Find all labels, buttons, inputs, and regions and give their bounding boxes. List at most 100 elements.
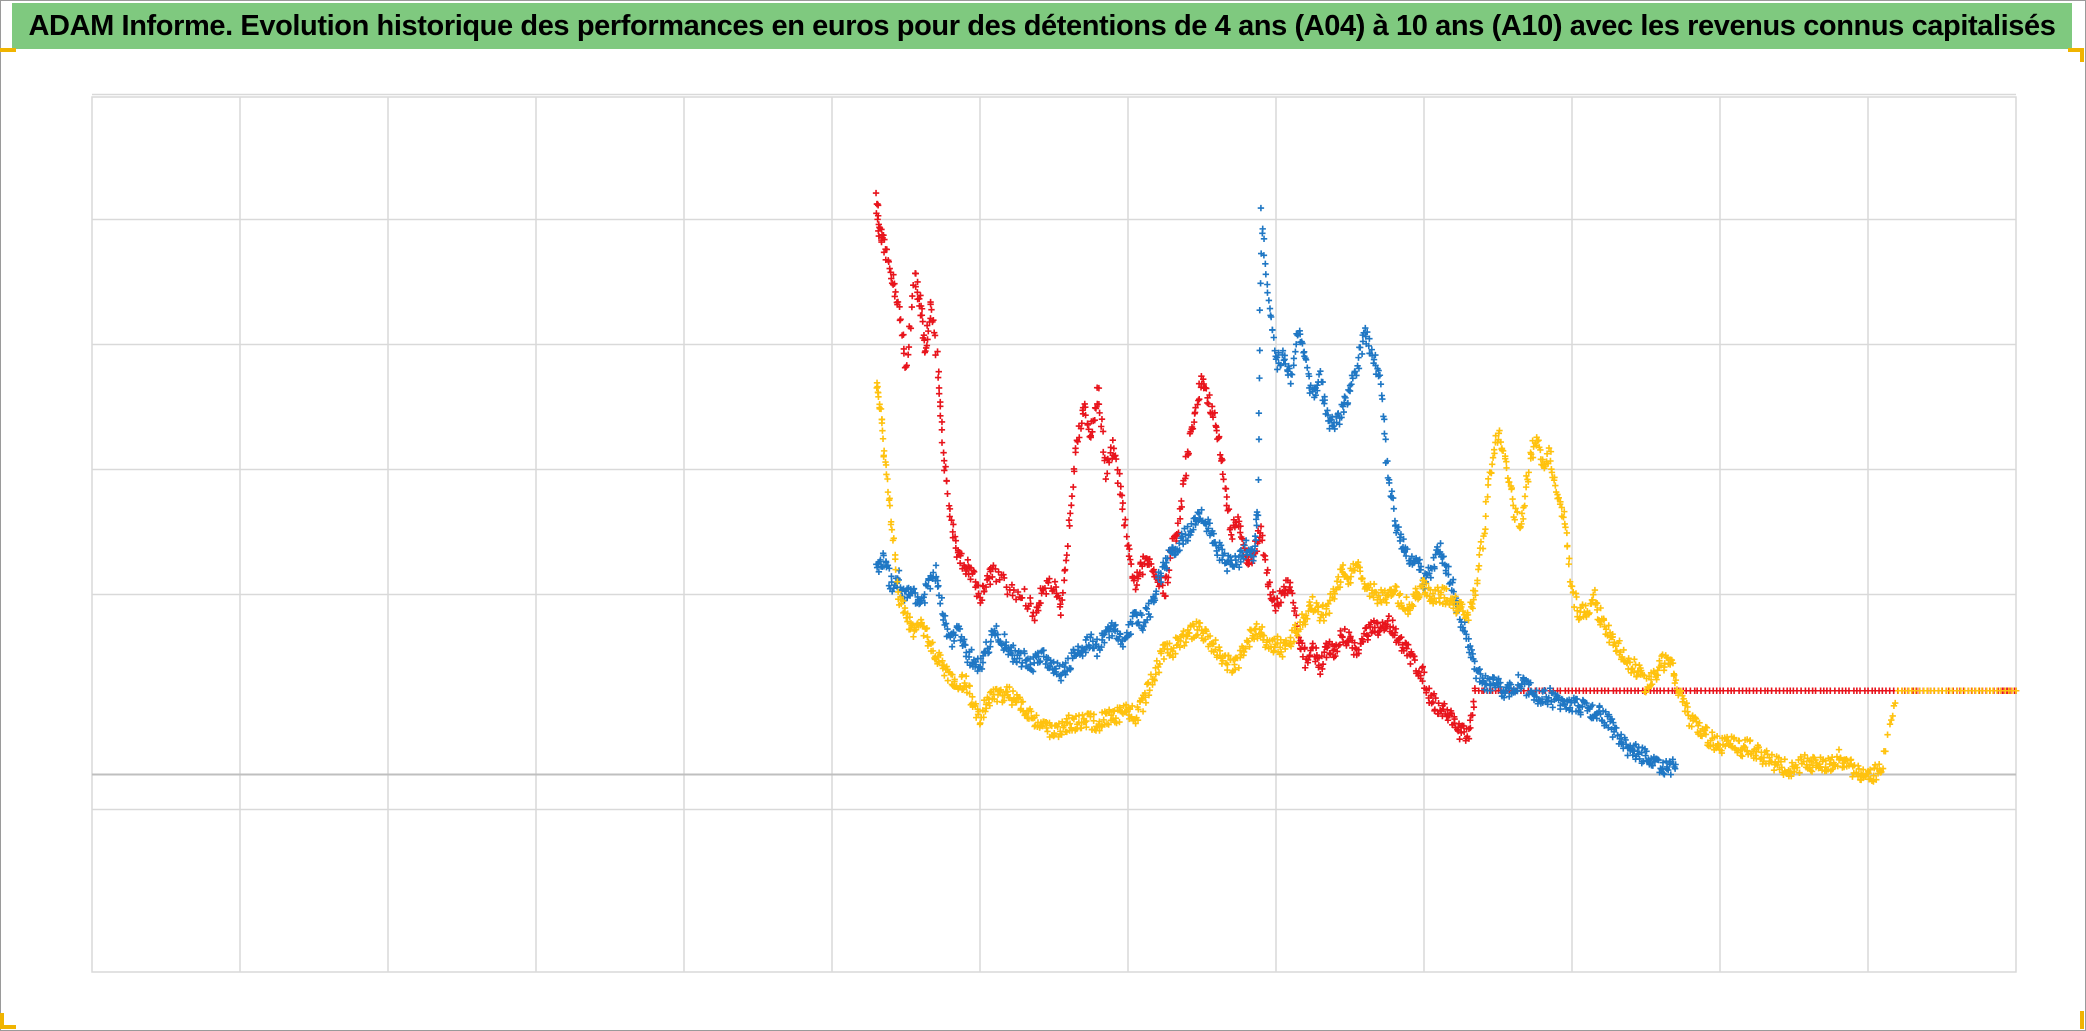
scatter-point-series-1 xyxy=(1067,510,1074,517)
scatter-point-series-3 xyxy=(1730,734,1738,741)
scatter-point-series-3 xyxy=(1671,671,1678,679)
scatter-point-series-2 xyxy=(1390,505,1398,512)
scatter-point-series-3 xyxy=(1590,591,1597,598)
scatter-point-series-1 xyxy=(1174,520,1182,527)
scatter-point-series-3 xyxy=(1684,708,1691,715)
scatter-point-series-3 xyxy=(1315,604,1322,611)
scatter-point-series-3 xyxy=(1096,718,1103,725)
scatter-point-series-3 xyxy=(874,383,881,390)
scatter-point-series-2 xyxy=(1381,430,1388,437)
scatter-point-series-2 xyxy=(1324,411,1332,419)
scatter-point-series-3 xyxy=(1755,743,1762,751)
scatter-point-series-3 xyxy=(1521,493,1529,500)
scatter-point-series-2 xyxy=(1514,687,1521,695)
scatter-point-series-1 xyxy=(996,576,1003,583)
scatter-point-series-3 xyxy=(1617,648,1624,656)
scatter-point-series-3 xyxy=(1593,606,1601,614)
corner-accent-top-right-b xyxy=(2080,48,2084,62)
scatter-point-series-3 xyxy=(1203,628,1210,635)
scatter-point-series-3 xyxy=(1096,727,1103,734)
scatter-point-series-3 xyxy=(875,389,882,396)
scatter-point-series-3 xyxy=(1276,643,1284,651)
scatter-point-series-2 xyxy=(1664,766,1672,774)
scatter-point-series-2 xyxy=(1434,543,1441,551)
scatter-point-series-3 xyxy=(880,447,888,455)
scatter-point-series-3 xyxy=(1225,652,1232,659)
scatter-point-series-1 xyxy=(1347,633,1354,640)
scatter-point-series-2 xyxy=(1274,366,1281,373)
scatter-point-series-3 xyxy=(1245,638,1252,645)
scatter-point-series-3 xyxy=(1889,712,1896,720)
corner-accent-bottom-left xyxy=(0,1013,4,1029)
scatter-point-series-2 xyxy=(1583,699,1590,707)
scatter-point-series-1 xyxy=(1448,710,1455,717)
scatter-point-series-3 xyxy=(1429,590,1437,597)
scatter-point-series-3 xyxy=(1412,585,1419,592)
scatter-point-series-3 xyxy=(1416,594,1423,601)
scatter-point-series-1 xyxy=(909,292,916,300)
scatter-point-series-1 xyxy=(1374,620,1381,627)
plot-area xyxy=(91,96,2017,973)
scatter-point-series-2 xyxy=(1605,711,1613,718)
scatter-point-series-1 xyxy=(914,278,921,286)
scatter-point-series-3 xyxy=(1638,667,1645,674)
scatter-point-series-2 xyxy=(978,665,986,673)
scatter-point-series-3 xyxy=(1151,677,1158,684)
scatter-point-series-3 xyxy=(1149,681,1156,688)
scatter-point-series-1 xyxy=(1068,493,1076,500)
scatter-point-series-3 xyxy=(1573,593,1580,601)
scatter-point-series-3 xyxy=(1282,637,1290,644)
scatter-point-series-1 xyxy=(941,467,948,474)
scatter-point-series-3 xyxy=(1302,612,1310,619)
scatter-point-series-2 xyxy=(1388,488,1396,495)
scatter-point-series-3 xyxy=(1525,469,1532,476)
scatter-point-series-3 xyxy=(1708,729,1716,736)
scatter-point-series-1 xyxy=(986,581,994,588)
scatter-point-series-3 xyxy=(1403,593,1410,601)
scatter-point-series-3 xyxy=(2012,687,2020,694)
scatter-point-series-3 xyxy=(1291,621,1299,629)
scatter-point-series-2 xyxy=(1465,635,1472,643)
scatter-point-series-3 xyxy=(1597,604,1604,612)
scatter-point-series-2 xyxy=(1610,728,1618,736)
scatter-point-series-1 xyxy=(874,212,882,219)
scatter-point-series-1 xyxy=(1432,694,1439,702)
scatter-point-series-1 xyxy=(1031,617,1038,624)
scatter-point-series-2 xyxy=(1027,661,1034,668)
scatter-point-series-3 xyxy=(1100,716,1107,724)
scatter-point-series-2 xyxy=(1001,631,1008,638)
scatter-point-series-2 xyxy=(1163,559,1170,566)
scatter-point-series-3 xyxy=(1370,580,1378,588)
scatter-point-series-2 xyxy=(1515,671,1522,679)
scatter-point-series-2 xyxy=(1312,391,1319,399)
scatter-point-series-2 xyxy=(1110,622,1118,630)
scatter-point-series-1 xyxy=(1012,596,1020,603)
scatter-point-series-2 xyxy=(1198,506,1205,514)
scatter-point-series-1 xyxy=(1119,505,1126,513)
scatter-point-series-3 xyxy=(1006,683,1013,691)
scatter-point-series-3 xyxy=(1878,768,1885,776)
scatter-point-series-1 xyxy=(990,562,997,569)
scatter-point-series-3 xyxy=(1770,766,1778,774)
scatter-point-series-1 xyxy=(1371,624,1379,631)
scatter-point-series-3 xyxy=(1550,477,1558,484)
scatter-point-series-2 xyxy=(1342,394,1349,402)
scatter-point-series-2 xyxy=(1349,375,1356,382)
scatter-point-series-3 xyxy=(1182,638,1190,646)
scatter-point-series-3 xyxy=(1558,504,1565,511)
scatter-point-series-2 xyxy=(1571,699,1578,706)
scatter-point-series-1 xyxy=(942,463,949,470)
scatter-point-series-1 xyxy=(1014,588,1022,596)
scatter-point-series-2 xyxy=(921,591,928,598)
scatter-point-series-3 xyxy=(894,578,901,585)
scatter-point-series-1 xyxy=(1323,654,1330,661)
scatter-point-series-1 xyxy=(958,550,965,557)
scatter-point-series-1 xyxy=(1029,613,1036,620)
scatter-point-series-3 xyxy=(1668,656,1676,664)
scatter-point-series-2 xyxy=(1151,597,1159,604)
scatter-point-series-3 xyxy=(1796,769,1803,776)
scatter-point-series-2 xyxy=(1062,659,1069,667)
scatter-point-series-2 xyxy=(1180,540,1187,548)
scatter-point-series-3 xyxy=(1146,687,1153,694)
scatter-point-series-3 xyxy=(1474,577,1481,584)
